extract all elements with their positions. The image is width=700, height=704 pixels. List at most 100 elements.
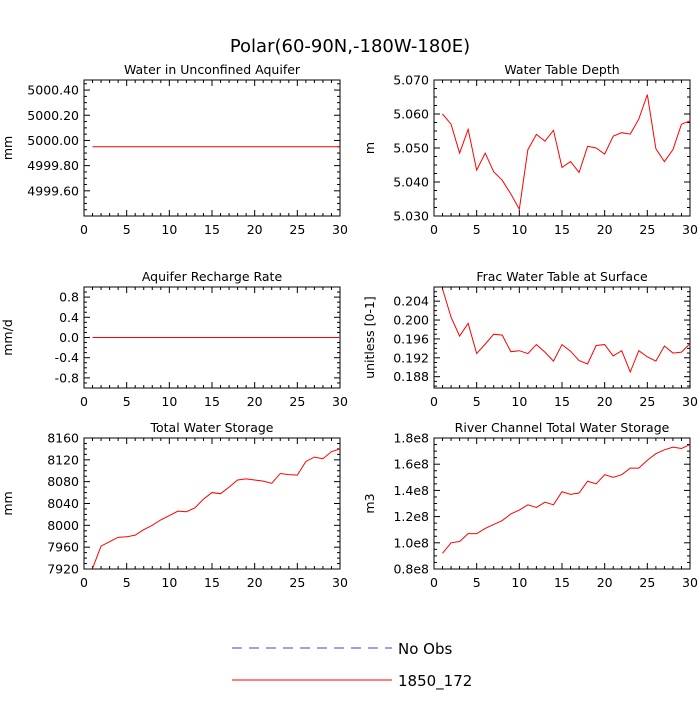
y-tick-label: 4999.80 — [27, 158, 79, 173]
y-tick-label: 8040 — [47, 496, 79, 511]
y-tick-label: 1.6e8 — [393, 457, 429, 472]
legend-label-no-obs: No Obs — [398, 640, 452, 658]
x-tick-label: 20 — [247, 394, 263, 409]
chart-panel-6: River Channel Total Water Storage 0 5 10 15 2… — [362, 420, 698, 590]
y-tick-label: 0.200 — [393, 313, 429, 328]
y-tick-label: 0.196 — [393, 331, 429, 346]
x-tick-label: 0 — [80, 575, 88, 590]
x-tick-label: 15 — [554, 394, 570, 409]
x-tick-label: 25 — [289, 394, 305, 409]
plot-frame — [83, 79, 341, 217]
x-tick-label: 15 — [204, 575, 220, 590]
x-tick-label: 30 — [332, 222, 348, 237]
series-line-1850_172 — [442, 94, 691, 211]
y-tick-label: 1.2e8 — [393, 509, 429, 524]
series-line-1850_172 — [442, 444, 691, 554]
y-tick-label: 1.0e8 — [393, 535, 429, 550]
y-tick-label: 0.0 — [59, 330, 79, 345]
x-tick-label: 20 — [247, 222, 263, 237]
y-tick-label: 7920 — [47, 562, 79, 577]
y-tick-label: 8000 — [47, 518, 79, 533]
y-axis-label: mm/d — [0, 319, 15, 356]
x-tick-label: 0 — [80, 394, 88, 409]
y-tick-label: 0.192 — [393, 350, 429, 365]
figure-title: Polar(60-90N,-180W-180E) — [230, 36, 470, 57]
y-tick-label: 0.4 — [59, 310, 79, 325]
x-tick-label: 20 — [597, 222, 613, 237]
x-tick-label: 20 — [597, 575, 613, 590]
x-tick-label: 5 — [123, 394, 131, 409]
x-tick-label: 10 — [161, 575, 177, 590]
y-tick-label: 8160 — [47, 431, 79, 446]
x-tick-label: 0 — [430, 222, 438, 237]
y-tick-label: 0.204 — [393, 294, 429, 309]
y-tick-label: 0.8 — [59, 290, 79, 305]
plot-frame — [433, 437, 691, 570]
y-tick-label: 1.8e8 — [393, 431, 429, 446]
chart-panel-5: Total Water Storage 0 5 10 15 20 25 30 7920 7960 8… — [0, 420, 348, 590]
chart-panel-2: Water Table Depth 0 5 10 15 20 25 30 5.030 5.040 5… — [362, 62, 698, 237]
y-tick-label: 5000.40 — [27, 83, 79, 98]
panel-title: Water in Unconfined Aquifer — [124, 62, 301, 77]
panel-title: River Channel Total Water Storage — [455, 420, 670, 435]
series-line-1850_172 — [92, 448, 341, 569]
x-tick-label: 30 — [332, 575, 348, 590]
panel-title: Frac Water Table at Surface — [476, 269, 648, 284]
x-tick-label: 0 — [80, 222, 88, 237]
x-tick-label: 0 — [430, 575, 438, 590]
x-tick-label: 30 — [332, 394, 348, 409]
panel-title: Aquifer Recharge Rate — [142, 269, 283, 284]
x-tick-label: 5 — [473, 575, 481, 590]
panel-title: Total Water Storage — [150, 420, 274, 435]
x-tick-label: 30 — [682, 575, 698, 590]
x-tick-label: 30 — [682, 222, 698, 237]
x-tick-label: 25 — [639, 575, 655, 590]
y-tick-label: 0.188 — [393, 369, 429, 384]
chart-panel-4: Frac Water Table at Surface 0 5 10 15 20 25 30 0… — [362, 269, 698, 409]
x-tick-label: 10 — [161, 222, 177, 237]
y-axis-label: unitless [0-1] — [362, 296, 377, 379]
x-tick-label: 15 — [204, 394, 220, 409]
x-tick-label: 10 — [511, 575, 527, 590]
legend-label-model: 1850_172 — [398, 672, 472, 691]
x-tick-label: 10 — [161, 394, 177, 409]
x-tick-label: 15 — [554, 222, 570, 237]
y-axis-label: mm — [0, 491, 15, 515]
series-line-1850_172 — [442, 288, 691, 374]
y-tick-label: 5.050 — [393, 141, 429, 156]
x-tick-label: 20 — [247, 575, 263, 590]
y-tick-label: -0.8 — [55, 370, 79, 385]
y-tick-label: 0.8e8 — [393, 562, 429, 577]
legend: No Obs 1850_172 — [232, 640, 472, 691]
x-tick-label: 25 — [289, 575, 305, 590]
y-axis-label: m3 — [362, 493, 377, 513]
y-axis-label: m — [362, 142, 377, 154]
x-tick-label: 25 — [639, 222, 655, 237]
panel-title: Water Table Depth — [504, 62, 619, 77]
x-tick-label: 15 — [204, 222, 220, 237]
chart-panel-3: Aquifer Recharge Rate 0 5 10 15 20 25 30 -0.8 -0.… — [0, 269, 348, 409]
y-tick-label: 8120 — [47, 452, 79, 467]
y-tick-label: 1.4e8 — [393, 483, 429, 498]
y-tick-label: 5000.00 — [27, 133, 79, 148]
x-tick-label: 30 — [682, 394, 698, 409]
y-tick-label: 4999.60 — [27, 183, 79, 198]
x-tick-label: 15 — [554, 575, 570, 590]
x-tick-label: 20 — [597, 394, 613, 409]
x-tick-label: 10 — [511, 394, 527, 409]
x-tick-label: 0 — [430, 394, 438, 409]
x-tick-label: 25 — [639, 394, 655, 409]
plot-frame — [83, 437, 341, 570]
x-tick-label: 5 — [123, 575, 131, 590]
x-tick-label: 10 — [511, 222, 527, 237]
y-tick-label: 8080 — [47, 474, 79, 489]
x-tick-label: 5 — [473, 222, 481, 237]
y-tick-label: 5.060 — [393, 107, 429, 122]
panels-group: Water in Unconfined Aquifer 0 5 10 15 20 25 30 4… — [0, 62, 698, 590]
y-tick-label: 5000.20 — [27, 108, 79, 123]
x-tick-label: 5 — [123, 222, 131, 237]
y-tick-label: 5.070 — [393, 73, 429, 88]
y-tick-label: 5.030 — [393, 209, 429, 224]
